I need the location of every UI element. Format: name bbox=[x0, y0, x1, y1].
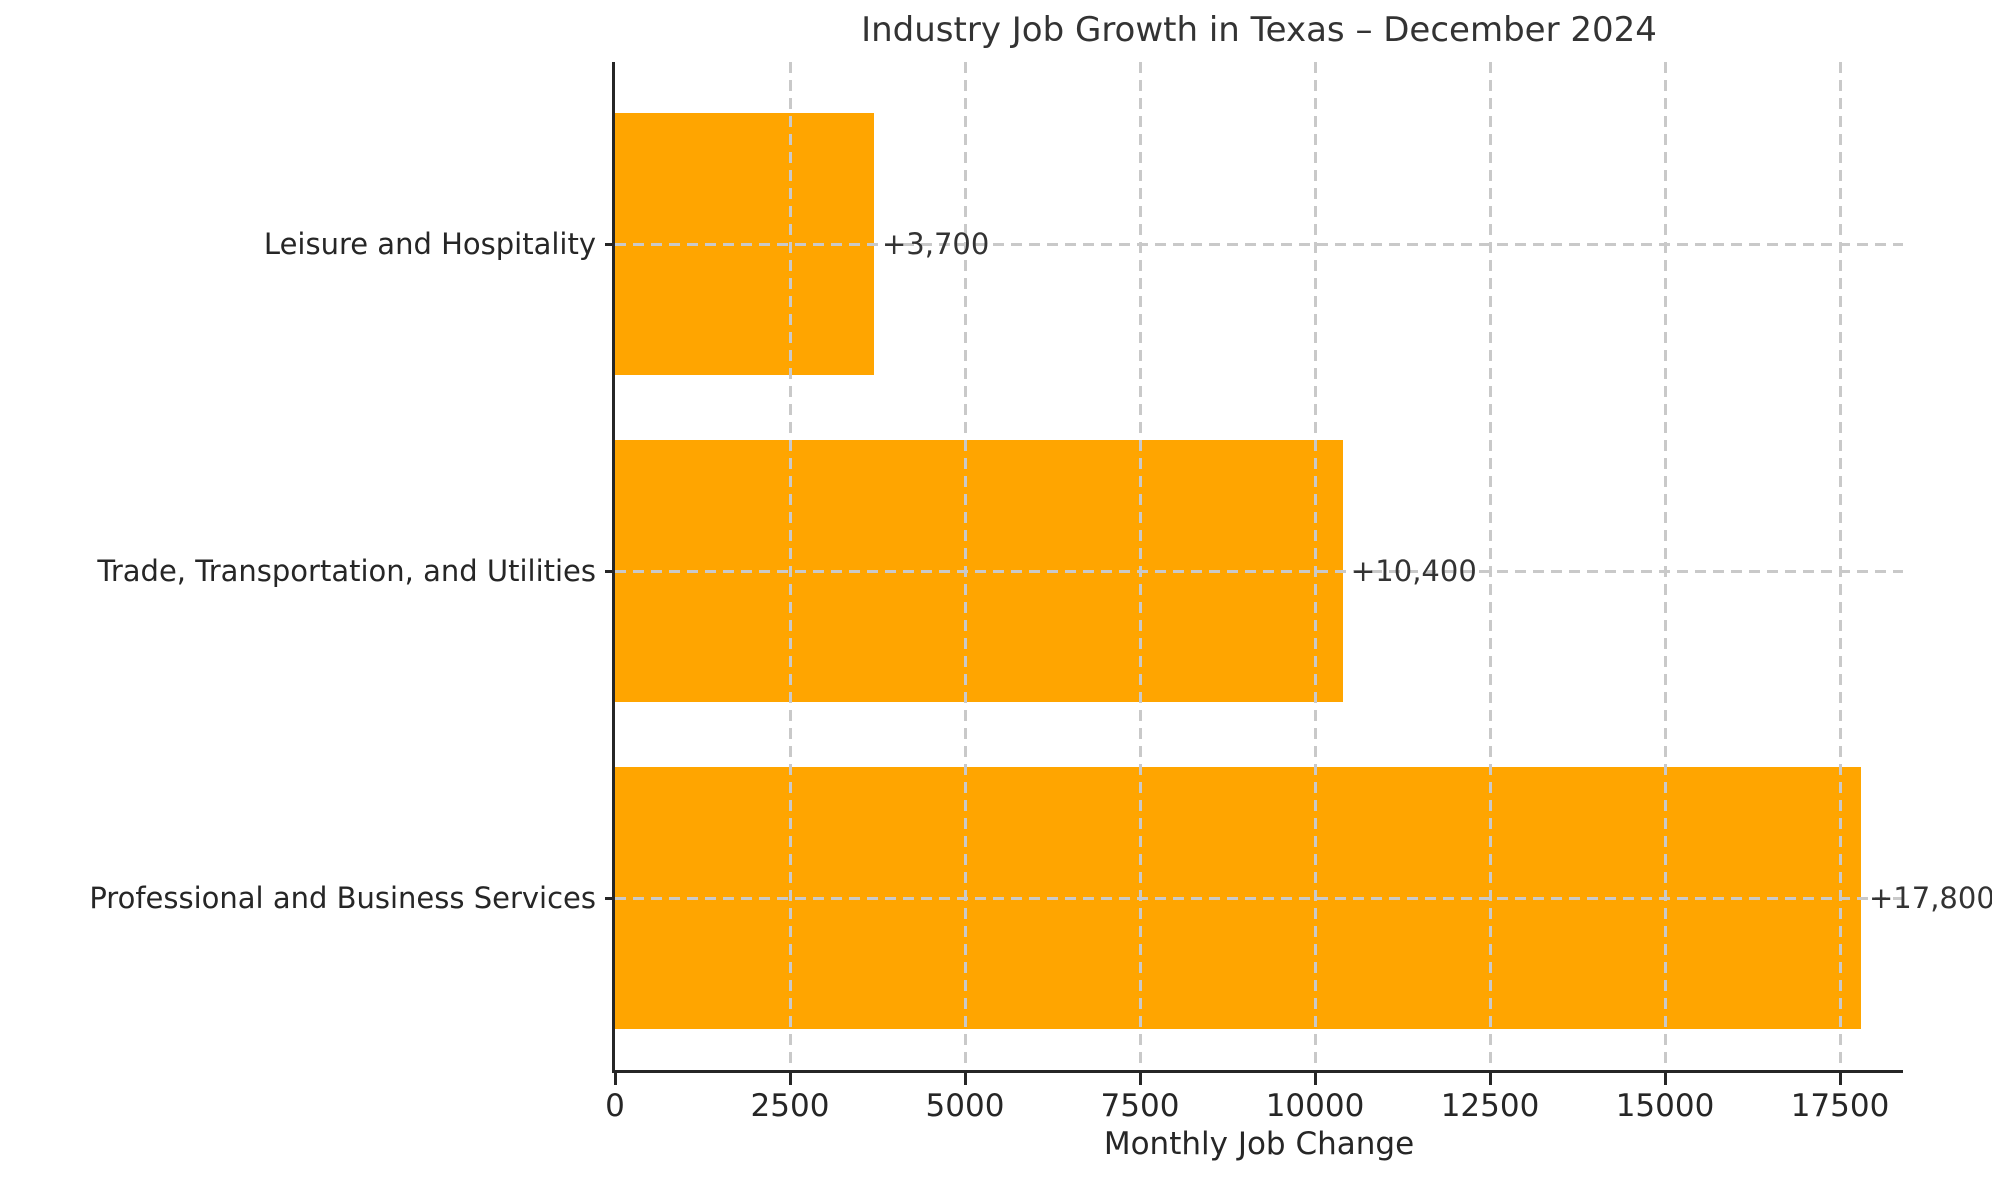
x-tick-mark bbox=[1314, 1073, 1317, 1085]
x-tick-label: 10000 bbox=[1265, 1088, 1365, 1124]
x-tick-label: 15000 bbox=[1615, 1088, 1715, 1124]
y-tick-label: Professional and Business Services bbox=[89, 880, 596, 915]
y-gridline bbox=[615, 896, 1903, 900]
y-tick-mark bbox=[605, 569, 615, 573]
chart-title: Industry Job Growth in Texas – December … bbox=[861, 10, 1657, 50]
y-tick-mark bbox=[605, 896, 615, 900]
x-tick-mark bbox=[964, 1073, 967, 1085]
x-tick-mark bbox=[1139, 1073, 1142, 1085]
x-tick-mark bbox=[1839, 1073, 1842, 1085]
y-tick-label: Trade, Transportation, and Utilities bbox=[97, 553, 596, 588]
x-tick-label: 0 bbox=[605, 1088, 625, 1124]
y-tick-label: Leisure and Hospitality bbox=[263, 226, 596, 261]
x-tick-mark bbox=[1489, 1073, 1492, 1085]
x-tick-label: 5000 bbox=[925, 1088, 1005, 1124]
y-axis-line bbox=[612, 62, 615, 1073]
bar-value-label: +3,700 bbox=[882, 226, 990, 261]
bar-value-label: +10,400 bbox=[1351, 553, 1477, 588]
x-gridline bbox=[964, 62, 967, 1070]
x-gridline bbox=[1489, 62, 1492, 1070]
x-tick-mark bbox=[789, 1073, 792, 1085]
x-gridline bbox=[1664, 62, 1667, 1070]
x-tick-label: 7500 bbox=[1100, 1088, 1180, 1124]
x-gridline bbox=[1139, 62, 1142, 1070]
y-gridline bbox=[615, 569, 1903, 573]
x-axis-line bbox=[612, 1070, 1903, 1073]
x-tick-mark bbox=[614, 1073, 617, 1085]
y-tick-mark bbox=[605, 242, 615, 246]
x-gridline bbox=[1314, 62, 1317, 1070]
x-gridline bbox=[789, 62, 792, 1070]
x-axis-label: Monthly Job Change bbox=[1103, 1126, 1415, 1162]
x-tick-label: 2500 bbox=[750, 1088, 830, 1124]
bar-value-label: +17,800 bbox=[1869, 880, 1992, 915]
x-tick-mark bbox=[1664, 1073, 1667, 1085]
plot-area: +3,700 +10,400 +17,800 bbox=[615, 62, 1992, 1070]
x-tick-label: 12500 bbox=[1440, 1088, 1540, 1124]
y-gridline bbox=[615, 242, 1903, 246]
x-gridline bbox=[1839, 62, 1842, 1070]
x-tick-label: 17500 bbox=[1790, 1088, 1890, 1124]
